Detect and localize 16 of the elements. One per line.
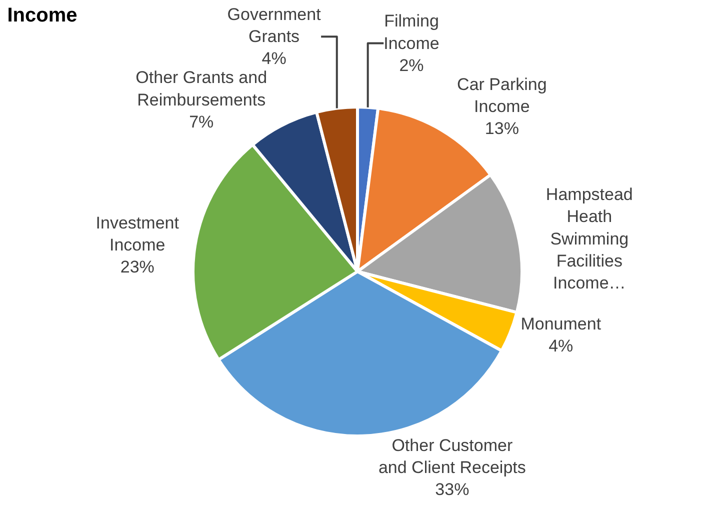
data-label: 2% bbox=[399, 56, 424, 75]
slice-label: Car Parking Income bbox=[457, 74, 547, 116]
data-label: 4% bbox=[262, 49, 286, 68]
slice-label: Hampstead Heath Swimming Facilities Income… bbox=[546, 185, 633, 292]
slice-label: Monument bbox=[520, 314, 602, 334]
slice-label: Filming Income bbox=[384, 12, 440, 53]
data-label: 7% bbox=[189, 112, 214, 132]
data-label: 33% bbox=[435, 480, 470, 500]
data-label: 4% bbox=[548, 336, 574, 356]
slice-label: Government Grants bbox=[227, 5, 322, 46]
slice-label: Investment Income bbox=[96, 213, 180, 254]
data-label: 13% bbox=[484, 119, 519, 138]
data-label: 23% bbox=[120, 258, 154, 277]
chart-title: Income bbox=[7, 4, 78, 27]
slice-label: Other Grants and Reimbursements bbox=[136, 68, 268, 110]
slice-label: Other Customer and Client Receipts bbox=[378, 436, 526, 477]
